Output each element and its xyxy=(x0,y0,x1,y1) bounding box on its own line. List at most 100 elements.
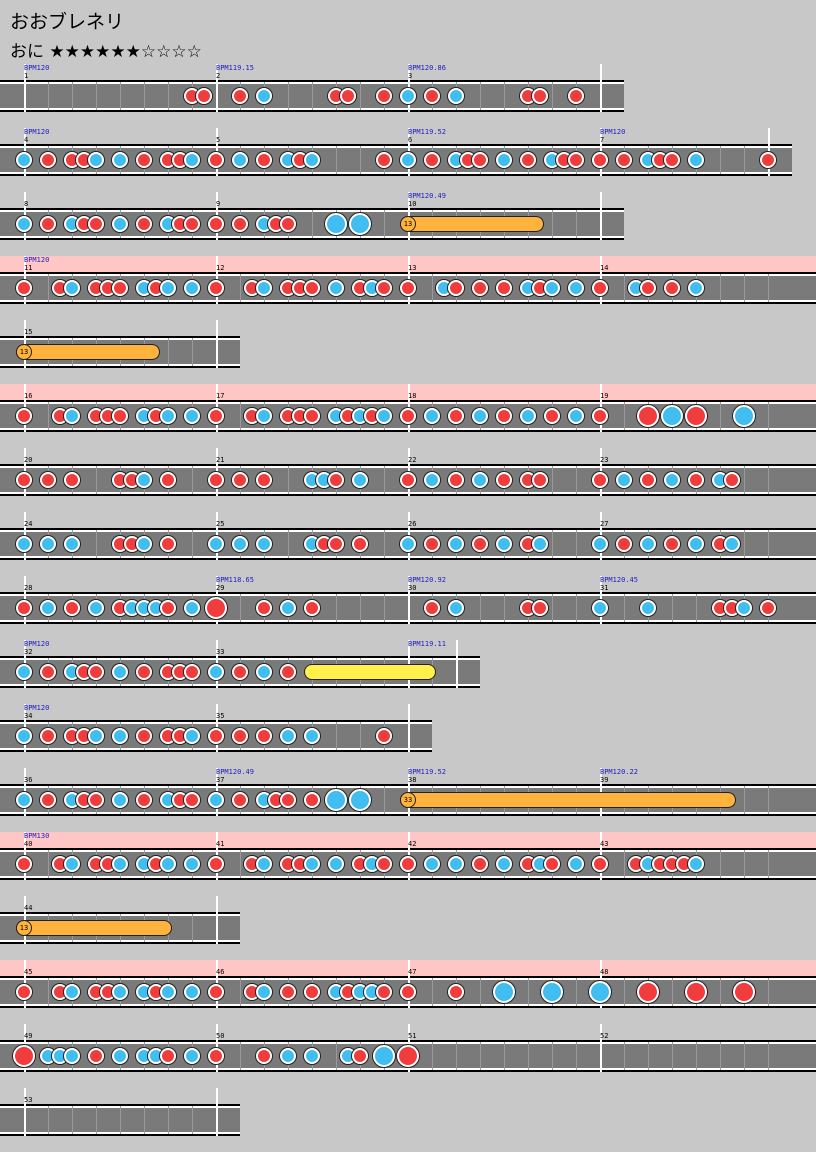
beat-line xyxy=(360,82,361,110)
ka-note xyxy=(688,152,704,168)
ka-note xyxy=(448,536,464,552)
beat-line xyxy=(312,82,313,110)
beat-line xyxy=(384,210,385,238)
ka-note xyxy=(184,408,200,424)
big-ka-note xyxy=(733,405,755,427)
beat-line xyxy=(768,402,769,430)
don-note xyxy=(544,408,560,424)
measure-number: 39 xyxy=(600,776,609,784)
beat-line xyxy=(768,466,769,494)
ka-note xyxy=(208,536,224,552)
beat-line xyxy=(240,978,241,1006)
measure-number: 13 xyxy=(408,264,417,272)
don-note xyxy=(16,472,32,488)
big-don-note xyxy=(397,1045,419,1067)
ka-note xyxy=(136,472,152,488)
don-note xyxy=(208,984,224,1000)
beat-line xyxy=(744,786,745,814)
beat-line xyxy=(720,1042,721,1070)
beat-line xyxy=(288,530,289,558)
ka-note xyxy=(64,856,80,872)
don-note xyxy=(40,728,56,744)
measure-number: 49 xyxy=(24,1032,33,1040)
bpm-label: BPM120 xyxy=(600,128,626,136)
beat-line xyxy=(48,402,49,430)
measure-number: 36 xyxy=(24,776,33,784)
measure-number: 11 xyxy=(24,264,33,272)
beat-line xyxy=(384,786,385,814)
beat-line xyxy=(744,850,745,878)
beat-line xyxy=(576,530,577,558)
measure-number: 31 xyxy=(600,584,609,592)
chart-row: BPM120 32 33 BPM119.11 xyxy=(0,640,480,704)
measure-number: 9 xyxy=(216,200,221,208)
beat-line xyxy=(240,274,241,302)
don-note xyxy=(400,984,416,1000)
ka-note xyxy=(160,856,176,872)
don-note xyxy=(256,472,272,488)
ka-note xyxy=(16,216,32,232)
measure-number: 41 xyxy=(216,840,225,848)
beat-line xyxy=(168,338,169,366)
beat-line xyxy=(576,466,577,494)
measure-number: 4 xyxy=(24,136,29,144)
beat-line xyxy=(96,530,97,558)
ka-note xyxy=(88,600,104,616)
chart-row: 44 13 xyxy=(0,896,240,960)
balloon-count: 13 xyxy=(16,920,32,936)
don-note xyxy=(592,152,608,168)
ka-note xyxy=(724,536,740,552)
measure-number: 32 xyxy=(24,648,33,656)
bpm-label: BPM120 xyxy=(24,128,50,136)
don-note xyxy=(424,536,440,552)
ka-note xyxy=(448,600,464,616)
big-don-note xyxy=(13,1045,35,1067)
beat-line xyxy=(480,82,481,110)
beat-line xyxy=(624,1042,625,1070)
don-note xyxy=(16,856,32,872)
bpm-label: BPM119.15 xyxy=(216,64,254,72)
big-ka-note xyxy=(493,981,515,1003)
don-note xyxy=(208,472,224,488)
ka-note xyxy=(40,600,56,616)
ka-note xyxy=(496,152,512,168)
measure-number: 3 xyxy=(408,72,413,80)
ka-note xyxy=(184,152,200,168)
ka-note xyxy=(112,792,128,808)
don-note xyxy=(196,88,212,104)
beat-line xyxy=(720,274,721,302)
beat-line xyxy=(48,274,49,302)
measure-number: 30 xyxy=(408,584,417,592)
end-bar xyxy=(600,192,602,240)
ka-note xyxy=(448,88,464,104)
ka-note xyxy=(736,600,752,616)
beat-line xyxy=(480,1042,481,1070)
ka-note xyxy=(688,280,704,296)
don-note xyxy=(616,152,632,168)
beat-line xyxy=(288,466,289,494)
beat-line xyxy=(744,146,745,174)
don-note xyxy=(40,664,56,680)
ka-note xyxy=(184,984,200,1000)
ka-note xyxy=(64,280,80,296)
don-note xyxy=(184,792,200,808)
ka-note xyxy=(256,536,272,552)
don-note xyxy=(496,472,512,488)
beat-line xyxy=(240,1042,241,1070)
bpm-label: BPM120.49 xyxy=(216,768,254,776)
bpm-label: BPM120.22 xyxy=(600,768,638,776)
don-note xyxy=(208,408,224,424)
beat-line xyxy=(48,978,49,1006)
ka-note xyxy=(232,152,248,168)
don-note xyxy=(328,472,344,488)
don-note xyxy=(340,88,356,104)
measure-number: 38 xyxy=(408,776,417,784)
beat-line xyxy=(528,1042,529,1070)
measure-number: 28 xyxy=(24,584,33,592)
don-note xyxy=(160,536,176,552)
don-note xyxy=(592,856,608,872)
beat-line xyxy=(720,850,721,878)
ka-note xyxy=(424,856,440,872)
beat-line xyxy=(336,1042,337,1070)
beat-line xyxy=(72,1106,73,1134)
